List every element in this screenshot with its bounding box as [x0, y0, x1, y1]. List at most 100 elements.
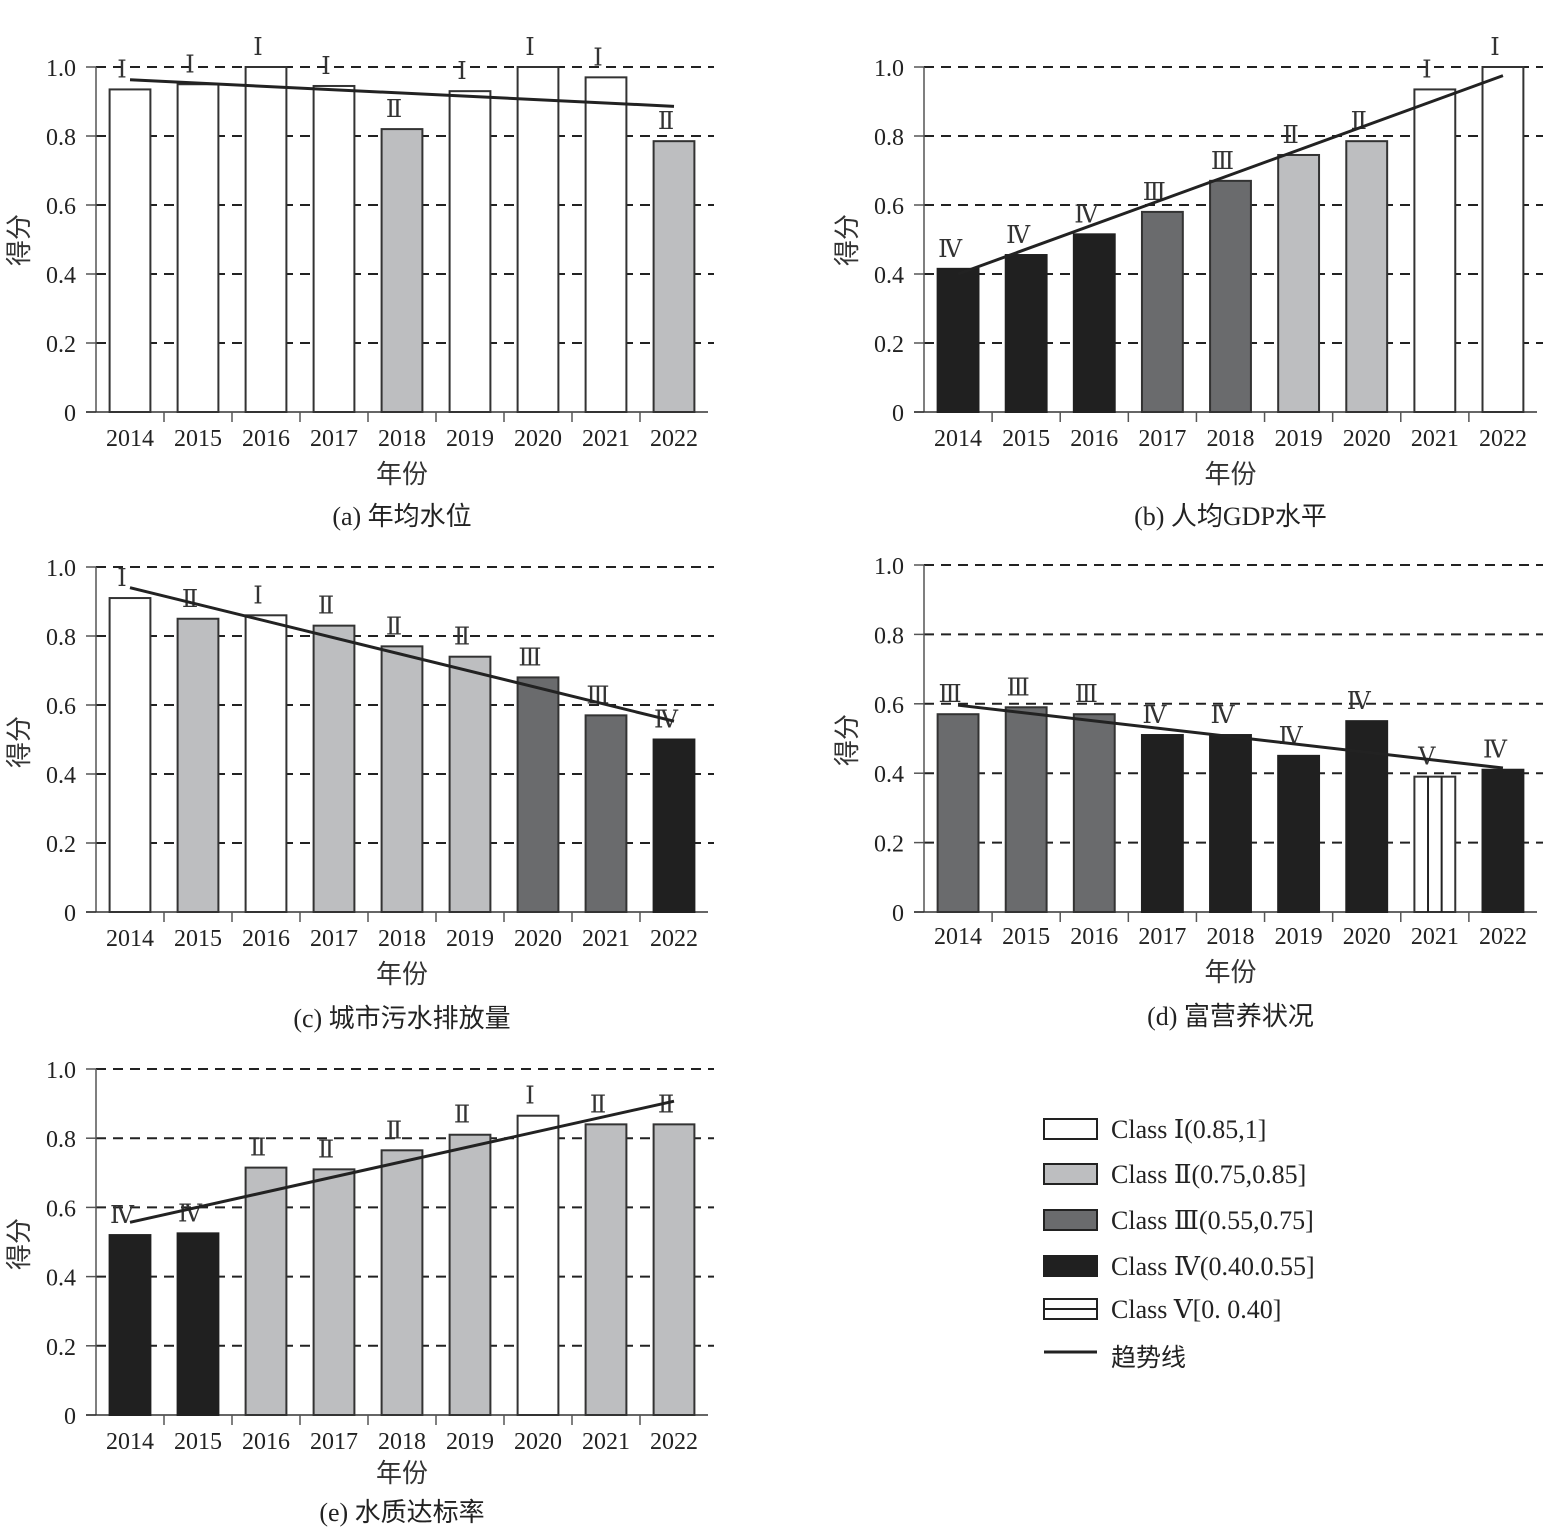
bar-class-label: Ⅱ	[454, 625, 470, 651]
x-tick-label: 2019	[446, 926, 494, 952]
legend-label-trend: 趋势线	[1111, 1343, 1186, 1372]
bar-2014	[936, 267, 980, 414]
x-tick-label: 2019	[446, 1429, 494, 1455]
x-tick-label: 2019	[446, 426, 494, 452]
y-tick-label: 0.4	[46, 763, 76, 789]
bar-class-label: Ⅰ	[185, 52, 194, 78]
bar-2017	[1140, 734, 1184, 914]
x-tick-label: 2018	[1207, 924, 1255, 950]
x-tick-label: 2017	[310, 1429, 358, 1455]
y-tick-label: 1.0	[874, 56, 904, 82]
y-axis-label: 得分	[833, 214, 863, 266]
bar-class-label: Ⅳ	[110, 1203, 135, 1229]
bar-class-label: Ⅱ	[386, 1118, 402, 1144]
trend-line	[129, 78, 675, 108]
bar-2020	[516, 676, 560, 914]
bar-class-label: Ⅳ	[1483, 738, 1508, 764]
bar-class-label: Ⅰ	[321, 54, 330, 80]
y-tick-label: 0.4	[874, 263, 904, 289]
bar-2022	[652, 738, 696, 913]
x-tick-label: 2020	[1343, 924, 1391, 950]
x-axis-label: 年份	[1204, 460, 1256, 490]
y-tick-label: 0.4	[46, 1266, 76, 1292]
bar-class-label: Ⅱ	[182, 587, 198, 613]
chart-caption: (d) 富营养状况	[1147, 1002, 1314, 1031]
x-tick-label: 2021	[582, 426, 630, 452]
x-tick-label: 2018	[1207, 426, 1255, 452]
chart-caption: (e) 水质达标率	[319, 1498, 484, 1527]
chart-panel-d: 0 0.2 0.4 0.6 0.8 1.0 Ⅲ 2014 Ⅲ 2015 Ⅲ 2016 Ⅳ 2017 Ⅳ 201…	[833, 554, 1543, 1031]
bar-2022	[652, 140, 696, 414]
bar-class-label: Ⅰ	[117, 57, 126, 83]
y-tick-label: 0.2	[46, 1335, 76, 1361]
bar-2019	[448, 90, 492, 414]
legend-swatch-class-4	[1043, 1255, 1098, 1277]
bar-class-label: Ⅰ	[1490, 35, 1499, 61]
bar-2014	[936, 713, 980, 914]
bar-class-label: Ⅰ	[253, 35, 262, 61]
x-tick-label: 2022	[650, 1429, 698, 1455]
bar-class-label: Ⅱ	[454, 1103, 470, 1129]
bar-2016	[244, 66, 288, 413]
chart-panels: 0 0.2 0.4 0.6 0.8 1.0 Ⅰ 2014 Ⅰ 2015 Ⅰ 2016 Ⅰ 2017 Ⅱ 201…	[5, 35, 1543, 1527]
x-tick-label: 2016	[1070, 426, 1118, 452]
x-tick-label: 2020	[1343, 426, 1391, 452]
bar-2018	[380, 128, 424, 413]
x-tick-label: 2017	[1138, 426, 1186, 452]
bar-class-label: Ⅰ	[525, 1084, 534, 1110]
bar-class-label: Ⅲ	[938, 682, 961, 708]
y-tick-label: 1.0	[46, 56, 76, 82]
y-tick-label: 0.2	[46, 832, 76, 858]
y-tick-label: 0.2	[874, 832, 904, 858]
y-tick-label: 0	[64, 901, 76, 927]
y-tick-label: 0.8	[46, 125, 76, 151]
chart-caption: (b) 人均GDP水平	[1134, 502, 1327, 531]
x-axis-label: 年份	[376, 960, 428, 990]
bar-class-label: Ⅲ	[1007, 675, 1030, 701]
bar-2016	[244, 614, 288, 913]
bar-2021	[1413, 775, 1457, 913]
bar-2020	[516, 1114, 560, 1416]
bar-class-label: Ⅲ	[1075, 682, 1098, 708]
bar-2017	[312, 84, 356, 413]
bar-class-label: Ⅱ	[250, 1136, 266, 1162]
bar-class-label: Ⅱ	[318, 594, 334, 620]
y-tick-label: 0.8	[46, 1127, 76, 1153]
bar-class-label: Ⅰ	[1422, 57, 1431, 83]
x-tick-label: 2018	[378, 1429, 426, 1455]
bar-2017	[1140, 210, 1184, 413]
x-tick-label: 2015	[174, 926, 222, 952]
bar-2016	[244, 1166, 288, 1416]
x-tick-label: 2020	[514, 426, 562, 452]
y-axis-label: 得分	[5, 716, 35, 768]
bar-2021	[584, 1123, 628, 1416]
chart-panel-e: 0 0.2 0.4 0.6 0.8 1.0 Ⅳ 2014 Ⅳ 2015 Ⅱ 2016 Ⅱ 2017 Ⅱ 201…	[5, 1058, 714, 1527]
x-tick-label: 2019	[1275, 924, 1323, 950]
bar-2014	[108, 88, 152, 414]
bar-2018	[380, 645, 424, 913]
bar-2014	[108, 1234, 152, 1416]
x-tick-label: 2019	[1275, 426, 1323, 452]
x-tick-label: 2021	[582, 926, 630, 952]
legend-item-class-3: Class Ⅲ(0.55,0.75]	[1043, 1206, 1314, 1235]
x-tick-label: 2016	[1070, 924, 1118, 950]
x-tick-label: 2022	[650, 426, 698, 452]
legend-label-class-4: Class Ⅳ(0.40.0.55]	[1111, 1252, 1315, 1281]
bar-class-label: Ⅱ	[318, 1137, 334, 1163]
bar-2022	[1481, 768, 1525, 913]
trend-line	[957, 703, 1504, 770]
x-tick-label: 2014	[106, 426, 154, 452]
bar-2016	[1072, 713, 1116, 914]
legend-swatch-class-2	[1043, 1163, 1098, 1185]
bar-2015	[1004, 254, 1048, 413]
bar-2019	[1277, 153, 1321, 413]
legend-swatch-class-1	[1043, 1118, 1098, 1140]
bar-2019	[448, 1133, 492, 1416]
bar-2018	[1209, 734, 1252, 914]
y-tick-label: 0.6	[46, 694, 76, 720]
x-tick-label: 2022	[1479, 924, 1527, 950]
legend-swatch-class-3	[1043, 1209, 1098, 1231]
bar-2017	[312, 1168, 356, 1416]
x-tick-label: 2021	[582, 1429, 630, 1455]
y-tick-label: 0.8	[46, 625, 76, 651]
